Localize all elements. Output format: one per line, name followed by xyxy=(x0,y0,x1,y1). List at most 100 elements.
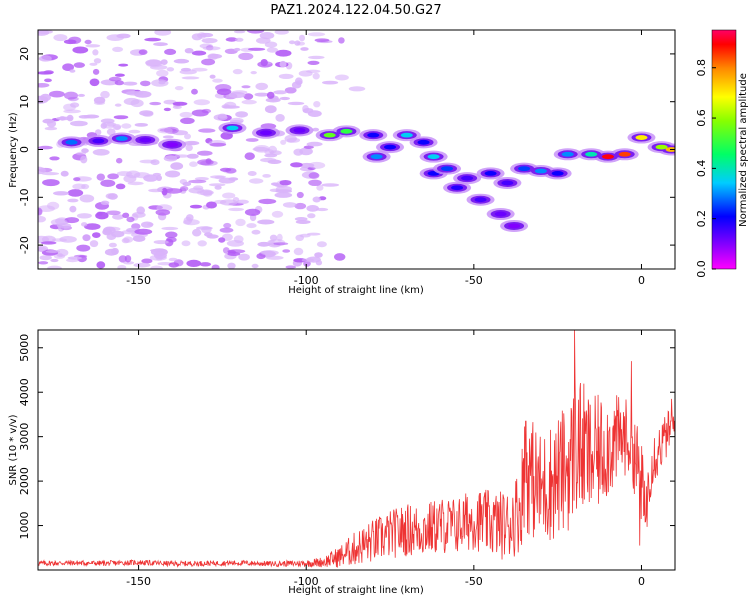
noise-blob xyxy=(49,90,65,98)
noise-blob xyxy=(306,141,323,147)
noise-blob xyxy=(164,48,177,56)
noise-blob xyxy=(334,253,346,261)
noise-blob xyxy=(262,174,271,178)
noise-blob xyxy=(219,227,234,233)
noise-blob xyxy=(123,236,134,243)
noise-blob xyxy=(100,179,116,187)
colorbar-tick-label: 0.6 xyxy=(695,109,708,127)
noise-blob xyxy=(179,179,188,185)
snr-series-line xyxy=(38,330,675,568)
noise-blob xyxy=(62,63,74,71)
noise-blob xyxy=(106,210,121,216)
noise-blob xyxy=(166,237,177,243)
ridge-point xyxy=(259,130,272,136)
noise-blob xyxy=(162,135,174,139)
noise-blob xyxy=(95,211,109,220)
ridge-point xyxy=(551,171,564,176)
noise-blob xyxy=(247,30,265,34)
noise-blob xyxy=(72,46,89,54)
noise-blob xyxy=(116,33,131,39)
noise-blob xyxy=(275,114,285,122)
noise-blob xyxy=(53,34,68,42)
ridge-point xyxy=(92,138,105,144)
noise-blob xyxy=(150,265,163,269)
noise-blob xyxy=(209,74,216,79)
noise-blob xyxy=(265,255,284,260)
noise-blob xyxy=(232,68,243,75)
noise-blob xyxy=(316,241,327,248)
noise-blob xyxy=(201,38,218,44)
noise-blob xyxy=(222,247,230,254)
noise-blob xyxy=(118,255,127,263)
noise-blob xyxy=(81,148,89,154)
noise-blob xyxy=(208,53,223,59)
noise-blob xyxy=(93,58,102,64)
noise-blob xyxy=(294,202,307,210)
noise-blob xyxy=(257,241,271,247)
noise-blob xyxy=(114,73,125,77)
noise-blob xyxy=(125,91,144,96)
noise-blob xyxy=(108,242,117,248)
y-tick-label: -20 xyxy=(18,236,31,254)
noise-blob xyxy=(158,80,166,85)
noise-blob xyxy=(124,255,132,263)
noise-blob xyxy=(192,228,202,237)
noise-blob xyxy=(133,262,151,268)
noise-blob xyxy=(209,183,226,187)
noise-blob xyxy=(269,234,278,241)
x-tick-label: -150 xyxy=(126,274,151,287)
y-tick-label: -10 xyxy=(18,188,31,206)
x-tick-label: -50 xyxy=(465,575,483,588)
ridge-point xyxy=(601,154,614,160)
noise-blob xyxy=(209,142,227,147)
x-tick-label: -100 xyxy=(294,274,319,287)
noise-blob xyxy=(236,199,249,204)
noise-blob xyxy=(84,114,100,119)
noise-blob xyxy=(93,96,106,104)
noise-blob xyxy=(315,260,323,266)
noise-blob xyxy=(303,145,314,149)
noise-blob xyxy=(214,185,222,190)
noise-blob xyxy=(255,37,271,44)
noise-blob xyxy=(69,205,77,213)
noise-blob xyxy=(197,240,207,247)
noise-blob xyxy=(246,223,257,229)
ridge-point xyxy=(585,151,598,157)
noise-blob xyxy=(68,36,82,44)
noise-blob xyxy=(265,97,281,103)
noise-blob xyxy=(89,78,100,87)
noise-blob xyxy=(282,249,291,253)
noise-blob xyxy=(255,82,268,91)
noise-blob xyxy=(112,46,124,53)
noise-blob xyxy=(47,265,62,269)
noise-blob xyxy=(299,233,311,238)
noise-blob xyxy=(115,183,126,190)
noise-blob xyxy=(64,217,80,224)
noise-blob xyxy=(294,217,308,221)
ridge-point xyxy=(534,168,547,174)
noise-blob xyxy=(307,60,320,65)
noise-blob xyxy=(122,81,138,86)
noise-blob xyxy=(92,68,100,75)
noise-blob xyxy=(191,50,207,56)
noise-blob xyxy=(72,183,86,190)
noise-blob xyxy=(67,256,83,260)
colorbar-tick-label: 0.8 xyxy=(695,59,708,77)
noise-blob xyxy=(140,80,151,87)
noise-blob xyxy=(315,207,329,212)
noise-blob xyxy=(243,93,254,100)
noise-blob xyxy=(38,166,46,175)
noise-blob xyxy=(288,40,296,45)
noise-blob xyxy=(44,78,52,83)
noise-blob xyxy=(217,113,227,119)
noise-blob xyxy=(132,235,146,242)
noise-blob xyxy=(38,216,46,223)
noise-blob xyxy=(179,111,193,118)
noise-blob xyxy=(223,222,232,229)
noise-blob xyxy=(50,258,59,263)
noise-blob xyxy=(259,31,275,40)
noise-blob xyxy=(228,207,245,212)
colorbar-label: Normalized spectral amplitude xyxy=(738,73,749,227)
